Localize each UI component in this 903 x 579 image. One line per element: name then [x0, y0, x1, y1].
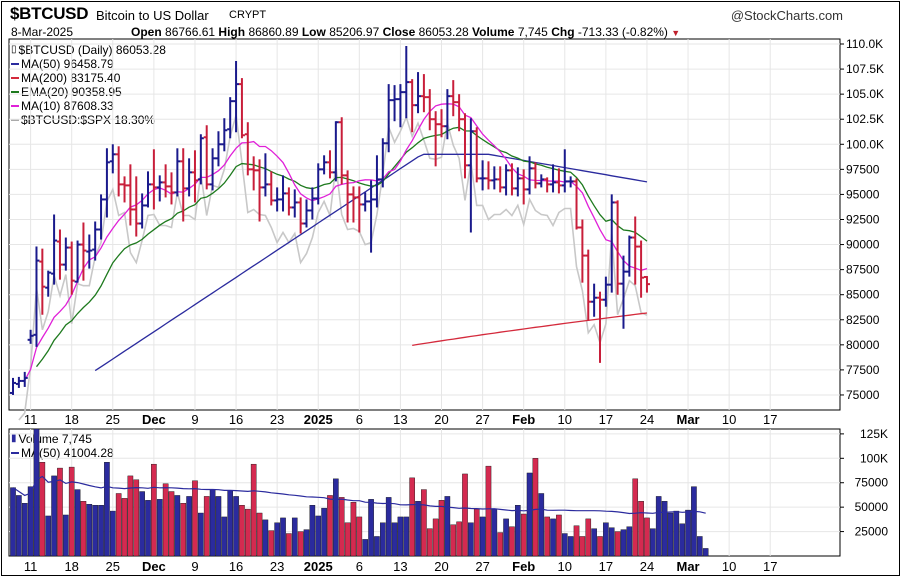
legend-row-ma50: MA(50) 96458.79	[11, 57, 166, 71]
close-value: 86053.28	[418, 25, 469, 39]
legend-row-volume-ma: MA(50) 41004.28	[11, 446, 114, 460]
legend-text: EMA(20) 90358.95	[21, 85, 122, 99]
legend-row-ma200: MA(200) 83175.40	[11, 71, 166, 85]
high-value: 86860.89	[248, 25, 299, 39]
down-arrow-icon: ▼	[671, 28, 681, 38]
open-label: Open	[131, 25, 162, 39]
legend-text: MA(50) 96458.79	[21, 57, 114, 71]
volume-legend: ▮ Volume 7,745 MA(50) 41004.28	[11, 432, 114, 460]
brand-watermark: @StockCharts.com	[730, 8, 843, 23]
instrument-name: Bitcoin to US Dollar	[96, 8, 209, 23]
legend-row-ema20: EMA(20) 90358.95	[11, 85, 166, 99]
candle-icon: ▯	[11, 44, 17, 55]
open-value: 86766.61	[165, 25, 216, 39]
change-label: Chg	[551, 25, 575, 39]
line-swatch-icon	[11, 91, 19, 93]
legend-text: Volume 7,745	[18, 432, 92, 446]
close-label: Close	[382, 25, 416, 39]
legend-text: $BTCUSD:$SPX 18.30%	[21, 113, 156, 127]
high-label: High	[218, 25, 246, 39]
legend-row-volume: ▮ Volume 7,745	[11, 432, 114, 446]
low-value: 85206.97	[329, 25, 380, 39]
legend-text: $BTCUSD (Daily) 86053.28	[18, 43, 166, 57]
volume-label: Volume	[472, 25, 515, 39]
ohlc-summary: Open 86766.61 High 86860.89 Low 85206.97…	[131, 25, 680, 39]
symbol-title: $BTCUSD	[10, 4, 89, 23]
exchange-label: CRYPT	[229, 9, 267, 21]
price-legend: ▯ $BTCUSD (Daily) 86053.28 MA(50) 96458.7…	[11, 43, 166, 127]
line-swatch-icon	[11, 452, 19, 454]
legend-row-ma10: MA(10) 87608.33	[11, 99, 166, 113]
legend-row-price: ▯ $BTCUSD (Daily) 86053.28	[11, 43, 166, 57]
chart-date: 8-Mar-2025	[11, 25, 74, 39]
volume-bars-icon: ▮	[11, 433, 17, 444]
line-swatch-icon	[11, 105, 19, 107]
line-swatch-icon	[11, 63, 19, 65]
line-swatch-icon	[11, 77, 19, 79]
change-value: -713.33 (-0.82%)	[577, 25, 668, 39]
legend-text: MA(200) 83175.40	[21, 71, 121, 85]
line-swatch-icon	[11, 119, 19, 121]
low-label: Low	[301, 25, 326, 39]
legend-row-ratio: $BTCUSD:$SPX 18.30%	[11, 113, 166, 127]
legend-text: MA(50) 41004.28	[21, 446, 114, 460]
legend-text: MA(10) 87608.33	[21, 99, 114, 113]
volume-value: 7,745	[517, 25, 548, 39]
